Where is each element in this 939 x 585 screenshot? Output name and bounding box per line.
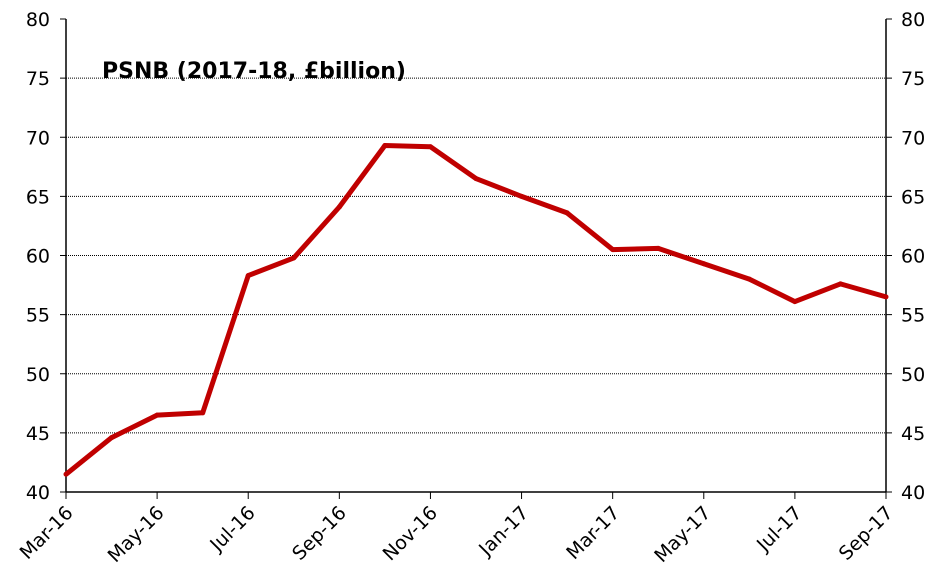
series-group (63, 143, 889, 477)
y-tick-label-left: 60 (26, 246, 50, 268)
data-point (610, 247, 616, 253)
data-point (837, 281, 843, 287)
y-tick-label-left: 45 (26, 423, 50, 445)
x-tick-label: Sep-17 (835, 502, 898, 565)
y-axis-right-ticks: 40 45 50 55 60 65 70 75 80 (886, 9, 925, 504)
data-point (564, 210, 570, 216)
y-axis-left-ticks: 40 45 50 55 60 65 70 75 80 (26, 9, 66, 504)
chart-title: PSNB (2017-18, £billion) (102, 59, 406, 84)
series-line (64, 143, 887, 477)
x-tick-label: Mar-17 (562, 502, 624, 564)
x-tick-label: Nov-16 (379, 502, 442, 565)
y-tick-label-right: 50 (901, 364, 925, 386)
x-tick-label: May-17 (650, 502, 715, 567)
y-tick-label-left: 50 (26, 364, 50, 386)
y-tick-label-right: 80 (901, 9, 925, 31)
x-tick-label: Mar-16 (16, 502, 78, 564)
y-tick-label-left: 40 (26, 482, 50, 504)
data-point (883, 294, 889, 300)
data-point (63, 471, 69, 477)
y-tick-label-left: 65 (26, 186, 50, 208)
y-tick-label-right: 70 (901, 127, 925, 149)
data-point (473, 176, 479, 182)
x-tick-label: May-16 (104, 502, 169, 567)
x-tick-label: Sep-16 (288, 502, 351, 565)
x-tick-label: Jul-17 (752, 502, 806, 556)
data-point (746, 276, 752, 282)
x-tick-label: Jul-16 (205, 502, 259, 556)
y-tick-label-right: 55 (901, 305, 925, 327)
data-point (336, 204, 342, 210)
data-point (154, 412, 160, 418)
gridlines (66, 77, 886, 434)
data-point (701, 261, 707, 267)
y-tick-label-left: 80 (26, 9, 50, 31)
y-tick-label-right: 60 (901, 246, 925, 268)
y-tick-label-left: 55 (26, 305, 50, 327)
data-point (291, 255, 297, 261)
y-tick-label-left: 75 (26, 68, 50, 90)
data-point (427, 144, 433, 150)
x-axis-ticks: Mar-16 May-16 Jul-16 Sep-16 Nov-16 Jan-17 Mar-… (16, 492, 898, 567)
data-point (382, 143, 388, 149)
x-tick-label: Jan-17 (474, 502, 533, 561)
y-tick-label-right: 65 (901, 186, 925, 208)
y-tick-label-right: 75 (901, 68, 925, 90)
y-tick-label-right: 40 (901, 482, 925, 504)
y-tick-label-left: 70 (26, 127, 50, 149)
data-point (655, 245, 661, 251)
data-point (792, 299, 798, 305)
data-point (200, 410, 206, 416)
data-point (109, 435, 115, 441)
data-point (245, 273, 251, 279)
y-tick-label-right: 45 (901, 423, 925, 445)
data-point (519, 193, 525, 199)
